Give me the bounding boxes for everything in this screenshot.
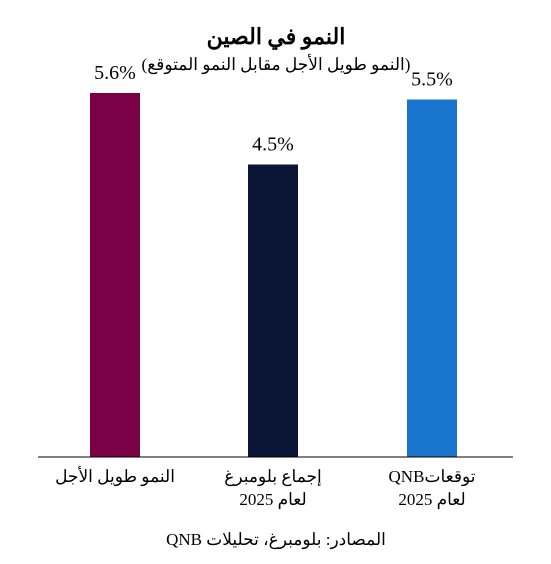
- value-label-1: 5.6%: [94, 62, 136, 84]
- category-label-3-line-2: لعام 2025: [398, 490, 465, 510]
- bar-3: [407, 99, 457, 457]
- category-labels-group: النمو طويل الأجل إجماع بلومبرغ لعام 2025 تو…: [55, 466, 476, 510]
- category-label-2-line-2: لعام 2025: [239, 490, 306, 510]
- chart-title: النمو في الصين: [207, 24, 346, 50]
- category-label-3-line-1: توقعاتQNB: [389, 467, 476, 487]
- value-labels-group: 5.6% 4.5% 5.5%: [94, 62, 453, 156]
- source-note: المصادر: بلومبرغ، تحليلات QNB: [166, 530, 386, 550]
- bar-1: [90, 93, 140, 457]
- bars-group: [90, 93, 457, 457]
- category-label-2-line-1: إجماع بلومبرغ: [224, 467, 322, 487]
- value-label-2: 4.5%: [252, 134, 294, 156]
- chart-subtitle: (النمو طويل الأجل مقابل النمو المتوقع): [142, 54, 411, 75]
- bar-2: [248, 164, 298, 457]
- category-label-1-line-1: النمو طويل الأجل: [55, 466, 175, 487]
- value-label-3: 5.5%: [411, 69, 453, 91]
